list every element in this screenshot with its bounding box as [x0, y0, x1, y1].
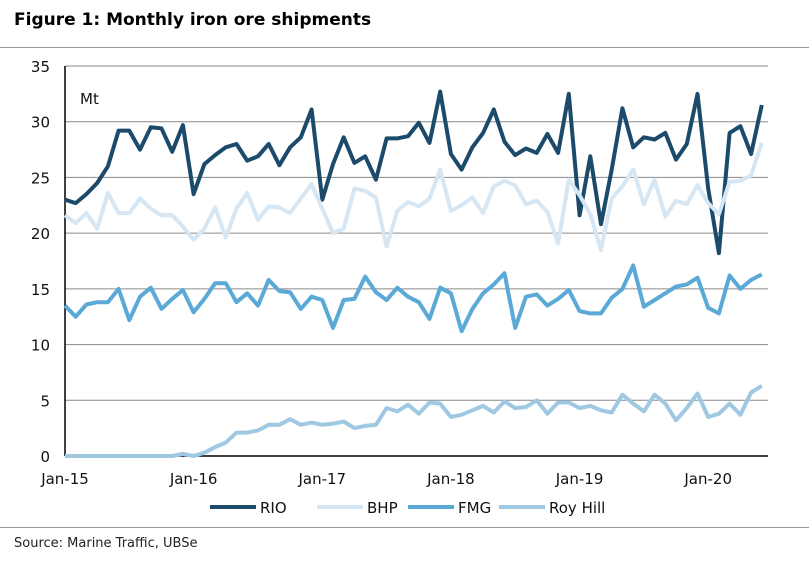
x-tick-label: Jan-20	[683, 470, 732, 488]
x-tick-label: Jan-16	[169, 470, 218, 488]
y-tick-label: 15	[31, 281, 50, 299]
y-tick-label: 5	[40, 392, 50, 410]
y-tick-label: 30	[31, 114, 50, 132]
figure-title: Figure 1: Monthly iron ore shipments	[14, 10, 372, 30]
source-divider	[0, 527, 809, 528]
y-tick-label: 10	[31, 337, 50, 355]
x-tick-label: Jan-18	[426, 470, 475, 488]
y-tick-label: 0	[40, 448, 50, 466]
y-tick-label: 25	[31, 169, 50, 187]
y-axis-label: Mt	[80, 90, 99, 108]
x-tick-label: Jan-17	[297, 470, 346, 488]
title-divider	[0, 47, 809, 48]
legend-label: RIO	[260, 499, 287, 517]
legend-label: FMG	[458, 499, 491, 517]
legend-label: Roy Hill	[549, 499, 605, 517]
x-tick-label: Jan-15	[40, 470, 89, 488]
y-tick-label: 20	[31, 225, 50, 243]
series-line-bhp	[63, 142, 764, 252]
source-note: Source: Marine Traffic, UBSe	[14, 536, 198, 551]
series-line-roy-hill	[65, 384, 763, 458]
series-line-fmg	[63, 263, 763, 334]
legend-label: BHP	[367, 499, 398, 517]
series-line-rio	[64, 89, 764, 256]
x-tick-label: Jan-19	[555, 470, 604, 488]
y-tick-label: 35	[31, 58, 50, 76]
